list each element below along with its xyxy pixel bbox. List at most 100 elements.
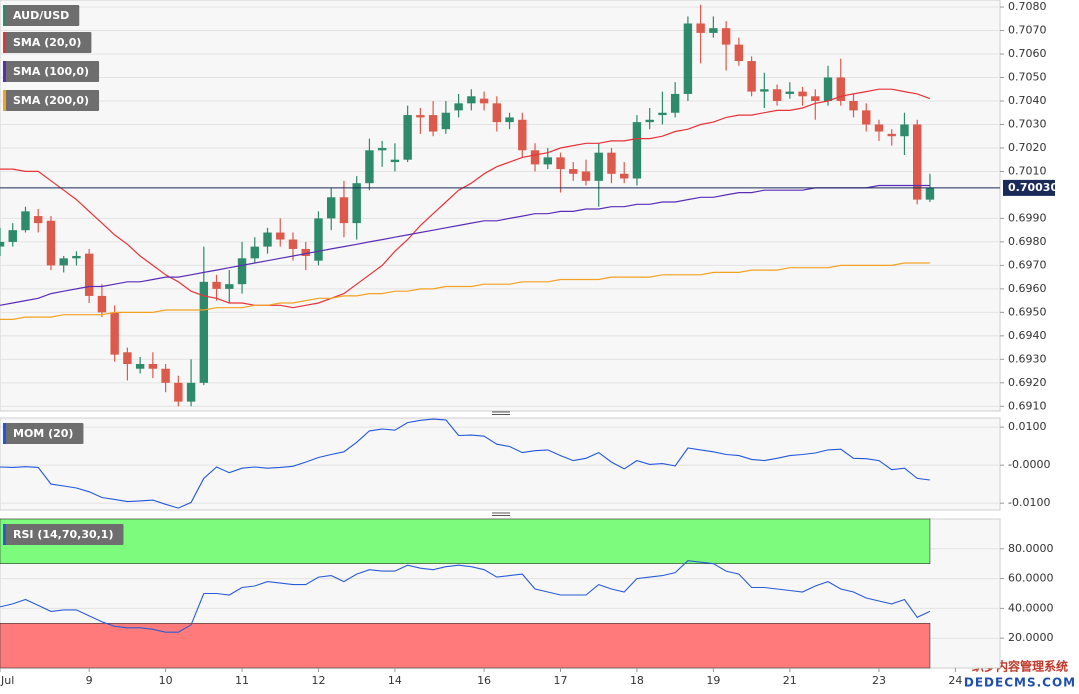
candle-body bbox=[607, 152, 616, 174]
legend-item: SMA (100,0) bbox=[3, 61, 100, 82]
candle-body bbox=[135, 364, 145, 369]
candle-body bbox=[696, 23, 705, 33]
watermark: DEDECMS.COM bbox=[964, 676, 1076, 690]
y-tick-label: 0.7080 bbox=[1008, 0, 1047, 13]
candle-body bbox=[288, 239, 298, 249]
candle-body bbox=[59, 258, 68, 266]
sma-line bbox=[0, 88, 931, 309]
candle-body bbox=[237, 258, 247, 285]
y-tick-label: 60.0000 bbox=[1008, 572, 1054, 585]
y-tick-label: 0.7050 bbox=[1008, 71, 1047, 84]
candle-body bbox=[186, 382, 196, 402]
legend-label: AUD/USD bbox=[13, 9, 69, 22]
candle-body bbox=[8, 230, 17, 242]
legend-label: RSI (14,70,30,1) bbox=[13, 528, 113, 541]
y-tick-label: 0.6920 bbox=[1008, 376, 1047, 389]
x-tick-label: 10 bbox=[159, 674, 173, 687]
y-tick-label: 0.7030 bbox=[1008, 117, 1047, 130]
candle-body bbox=[518, 119, 527, 151]
candle-body bbox=[46, 220, 56, 266]
y-tick-label: 0.6980 bbox=[1008, 235, 1047, 248]
legend-swatch bbox=[3, 61, 6, 82]
candle-body bbox=[760, 89, 769, 92]
candle-body bbox=[314, 218, 323, 261]
candle-body bbox=[441, 112, 451, 130]
candle-body bbox=[327, 197, 336, 219]
legend-swatch bbox=[3, 524, 6, 545]
x-tick-label: 16 bbox=[477, 674, 491, 687]
candle-body bbox=[365, 150, 374, 184]
candle-body bbox=[454, 103, 463, 111]
legend-item: MOM (20) bbox=[3, 423, 84, 444]
y-tick-label: 40.0000 bbox=[1008, 601, 1054, 614]
x-tick-label: 11 bbox=[235, 674, 249, 687]
x-tick-label: 19 bbox=[706, 674, 720, 687]
candle-body bbox=[123, 352, 132, 365]
legend-box bbox=[3, 5, 80, 26]
legend-label: SMA (100,0) bbox=[13, 65, 89, 78]
legend-box bbox=[3, 32, 92, 53]
panel-frame bbox=[0, 0, 1001, 412]
candle-body bbox=[479, 98, 489, 104]
candle-body bbox=[836, 77, 845, 101]
candle-body bbox=[530, 150, 540, 165]
candle-body bbox=[772, 89, 782, 101]
candle-body bbox=[823, 77, 833, 101]
legend-swatch bbox=[3, 423, 6, 444]
y-tick-label: 0.7020 bbox=[1008, 141, 1047, 154]
legend-item: SMA (200,0) bbox=[3, 90, 100, 111]
y-tick-label: 0.6960 bbox=[1008, 282, 1047, 295]
candle-body bbox=[148, 364, 158, 369]
candle-body bbox=[543, 157, 552, 165]
y-tick-label: 0.6930 bbox=[1008, 352, 1047, 365]
candle-body bbox=[97, 295, 107, 313]
x-tick-label: 21 bbox=[783, 674, 797, 687]
panel-frame bbox=[0, 417, 1001, 511]
candle-body bbox=[734, 44, 744, 62]
candle-body bbox=[250, 246, 259, 259]
oversold-zone bbox=[0, 622, 931, 669]
candle-body bbox=[785, 91, 795, 94]
y-tick-label: 0.6970 bbox=[1008, 258, 1047, 271]
candle-body bbox=[556, 157, 565, 170]
candle-body bbox=[352, 183, 361, 224]
candle-body bbox=[390, 159, 400, 163]
x-tick-label: 14 bbox=[388, 674, 402, 687]
sma-line bbox=[0, 262, 930, 320]
x-tick-label: 12 bbox=[311, 674, 325, 687]
y-tick-label: 0.7040 bbox=[1008, 94, 1047, 107]
candle-body bbox=[339, 197, 349, 224]
candle-body bbox=[645, 119, 654, 123]
legend-swatch bbox=[3, 90, 6, 111]
x-tick-label: 24 bbox=[948, 674, 962, 687]
legend-item: RSI (14,70,30,1) bbox=[3, 524, 124, 545]
candle-body bbox=[912, 124, 922, 200]
legend-swatch bbox=[3, 5, 6, 26]
y-tick-label: 0.0100 bbox=[1008, 420, 1047, 433]
candle-body bbox=[594, 152, 603, 181]
candle-body bbox=[225, 284, 234, 289]
x-tick-label: 9 bbox=[86, 674, 93, 687]
y-tick-label: 0.6950 bbox=[1008, 305, 1047, 318]
splitter bbox=[492, 411, 510, 516]
candle-body bbox=[900, 124, 909, 137]
legend-box bbox=[3, 61, 100, 82]
candle-body bbox=[670, 93, 680, 113]
y-tick-label: -0.0000 bbox=[1008, 458, 1050, 471]
candle-body bbox=[683, 23, 693, 94]
last-price-label: 0.70030 bbox=[1008, 181, 1058, 194]
candle-body bbox=[416, 115, 425, 118]
candle-body bbox=[72, 255, 81, 259]
legend-label: SMA (20,0) bbox=[13, 36, 81, 49]
candle-body bbox=[161, 368, 170, 383]
candle-body bbox=[263, 232, 272, 247]
candle-body bbox=[620, 173, 629, 179]
candle-body bbox=[0, 241, 5, 247]
candle-body bbox=[199, 281, 209, 383]
candle-body bbox=[811, 96, 820, 101]
candle-body bbox=[887, 133, 896, 137]
x-tick-label: Jul bbox=[0, 674, 14, 687]
y-tick-label: 0.7060 bbox=[1008, 47, 1047, 60]
last-price-box bbox=[1003, 179, 1055, 196]
legend-label: SMA (200,0) bbox=[13, 94, 89, 107]
